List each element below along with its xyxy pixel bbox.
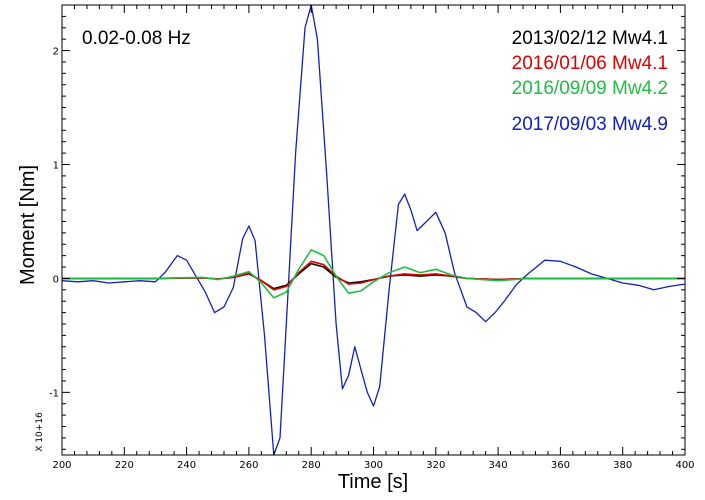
series-layer	[61, 4, 686, 456]
legend-entry-2017: 2017/09/03 Mw4.9	[512, 114, 668, 135]
x-tick-label: 340	[489, 460, 508, 471]
x-tick-label: 400	[675, 460, 694, 471]
legend-entry-2016-09: 2016/09/09 Mw4.2	[512, 78, 668, 99]
x-tick-label: 280	[302, 460, 321, 471]
x-tick-label: 380	[613, 460, 632, 471]
x-axis-ticks: 200 220 240 260 280 300 320 340 360 380 400	[52, 5, 695, 471]
series-line-2	[62, 249, 685, 299]
frequency-band-label: 0.02-0.08 Hz	[82, 28, 191, 49]
y-axis-label: Moment [Nm]	[17, 165, 39, 285]
legend-entry-2013: 2013/02/12 Mw4.1	[512, 28, 668, 49]
x-tick-label: 220	[115, 460, 134, 471]
x-tick-label: 360	[551, 460, 570, 471]
legend-entry-2016-01: 2016/01/06 Mw4.1	[512, 53, 668, 74]
x-tick-label: 300	[364, 460, 383, 471]
y-tick-label: -1	[49, 388, 59, 399]
x-axis-label: Time [s]	[338, 471, 408, 493]
y-tick-label: 0	[53, 274, 59, 285]
y-axis-ticks: -1 0 1 2	[49, 15, 685, 450]
legend: 2013/02/12 Mw4.1 2016/01/06 Mw4.1 2016/0…	[512, 28, 668, 135]
series-line-3	[61, 4, 686, 456]
x-tick-label: 320	[426, 460, 445, 471]
x-tick-label: 260	[239, 460, 258, 471]
x-tick-label: 240	[177, 460, 196, 471]
x-tick-label: 200	[52, 460, 71, 471]
y-multiplier-label: X 10+16	[35, 412, 45, 452]
y-tick-label: 1	[53, 160, 59, 171]
y-tick-label: 2	[53, 47, 59, 58]
